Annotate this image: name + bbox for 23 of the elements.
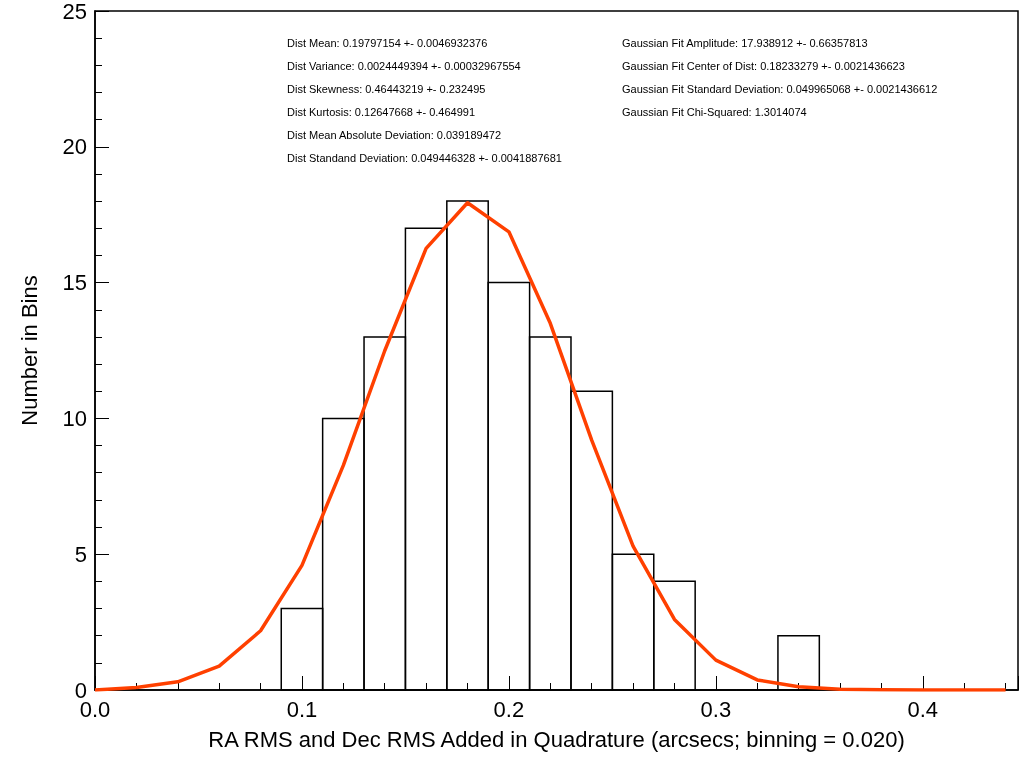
annotation: Gaussian Fit Amplitude: 17.938912 +- 0.66357813 [622,36,868,49]
annotation: Dist Variance: 0.0024449394 +- 0.00032967554 [287,59,521,72]
y-tick-label: 10 [62,405,87,431]
annotation: Dist Kurtosis: 0.12647668 +- 0.464991 [287,105,476,118]
annotation: Dist Mean Absolute Deviation: 0.039189472 [287,128,502,141]
y-tick-label: 15 [62,270,87,296]
annotation: Gaussian Fit Chi-Squared: 1.3014074 [622,105,807,118]
x-axis-title: RA RMS and Dec RMS Added in Quadrature (arcsecs; binning = 0.020) [208,726,905,752]
annotation: Gaussian Fit Center of Dist: 0.18233279 +- 0.0021436623 [622,59,905,72]
annotation: Dist Mean: 0.19797154 +- 0.0046932376 [287,36,488,49]
line-series [93,201,1008,692]
x-tick-label: 0.1 [286,696,318,722]
y-tick-label: 25 [62,0,87,24]
annotation: Dist Skewness: 0.46443219 +- 0.232495 [287,82,486,95]
annotation: Dist Standand Deviation: 0.049446328 +- 0.0041887681 [287,151,562,164]
y-tick-label: 5 [74,541,87,567]
x-tick-label: 0.3 [700,696,732,722]
y-axis-title: Number in Bins [16,275,42,426]
y-tick-label: 0 [74,677,87,703]
y-tick-label: 20 [62,134,87,160]
x-tick-label: 0.2 [493,696,525,722]
x-tick-label: 0.4 [907,696,939,722]
annotation: Gaussian Fit Standard Deviation: 0.049965068 +- 0.0021436612 [622,82,938,95]
